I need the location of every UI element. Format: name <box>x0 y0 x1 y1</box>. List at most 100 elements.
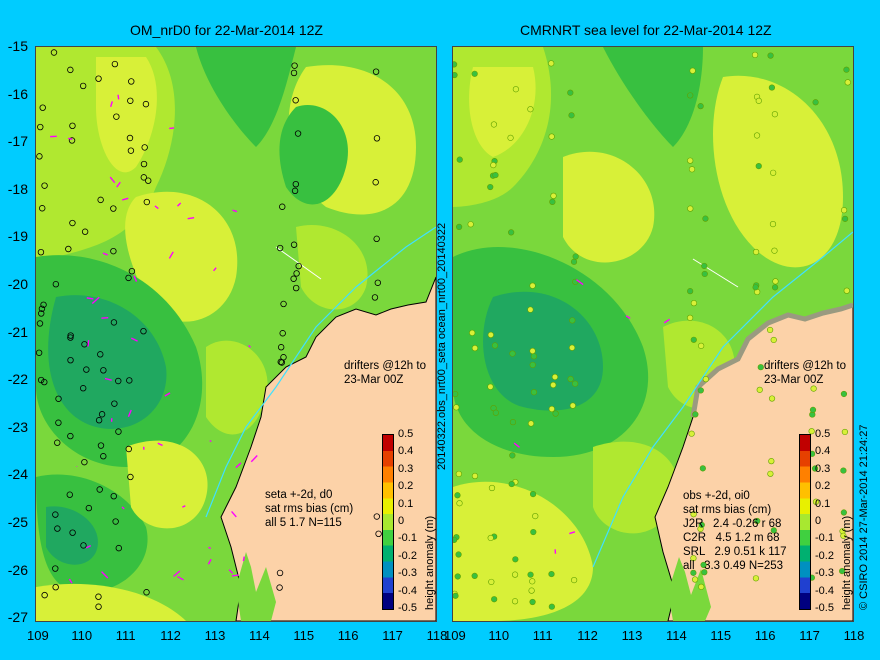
observation-point <box>453 61 458 68</box>
observation-point <box>771 247 778 254</box>
observation-point <box>140 160 148 168</box>
observation-point <box>125 274 132 282</box>
drifter-track <box>101 571 109 579</box>
satellite-track <box>205 226 436 518</box>
colorbar-tick: 0.3 <box>398 462 414 475</box>
drifter-track <box>187 217 195 220</box>
observation-point <box>699 465 706 472</box>
observation-point <box>37 123 44 131</box>
observation-point <box>688 166 696 173</box>
observation-point <box>37 248 45 256</box>
observation-point <box>690 300 698 307</box>
right-map-svg <box>453 47 853 621</box>
observation-point <box>69 219 76 227</box>
latitude-label: -24 <box>7 466 28 483</box>
observation-point <box>840 207 848 214</box>
observation-point <box>528 587 535 594</box>
latitude-label: -27 <box>7 609 28 626</box>
latitude-label: -21 <box>7 323 28 340</box>
observation-point <box>292 180 300 188</box>
observation-point <box>550 192 557 199</box>
latitude-label: -25 <box>7 514 28 530</box>
colorbar-tick: -0.3 <box>398 567 417 580</box>
observation-point <box>697 103 704 110</box>
observation-point <box>841 428 849 436</box>
longitude-label: 115 <box>710 628 732 643</box>
observation-point <box>527 306 534 313</box>
observation-point <box>456 156 463 163</box>
observation-point <box>98 411 106 418</box>
longitude-label: 115 <box>293 628 315 643</box>
left-map-title: OM_nrD0 for 22-Mar-2014 12Z <box>130 22 323 38</box>
observation-point <box>291 62 298 69</box>
drifter-track <box>176 202 182 207</box>
observation-point <box>39 104 46 111</box>
colorbar-tick: 0.2 <box>398 480 414 493</box>
observation-point <box>810 385 817 392</box>
observation-point <box>115 428 122 435</box>
left-map-panel[interactable]: drifters @12h to 23-Mar 00Z seta +-2d, d… <box>35 46 437 622</box>
observation-point <box>527 571 534 578</box>
observation-point <box>145 177 152 184</box>
observation-point <box>279 203 286 210</box>
observation-point <box>454 492 461 499</box>
drifter-tracks <box>50 94 258 584</box>
observation-point <box>294 130 302 137</box>
drifter-track <box>248 344 251 348</box>
drifter-track <box>207 558 212 565</box>
observation-point <box>488 578 495 586</box>
observation-point <box>752 575 760 582</box>
observation-point <box>141 144 148 151</box>
observation-point <box>373 135 381 142</box>
observation-point <box>569 402 576 409</box>
drifter-track <box>68 137 73 141</box>
observation-point <box>690 555 697 562</box>
observation-point <box>127 147 135 154</box>
observation-point <box>701 270 708 278</box>
right-colorbar <box>799 434 811 610</box>
observation-point <box>127 97 134 104</box>
observation-point <box>52 511 59 518</box>
drifter-track <box>513 442 520 448</box>
observation-point <box>701 262 708 270</box>
drifter-track <box>116 181 121 188</box>
observation-point <box>690 336 697 343</box>
observation-point <box>115 544 123 552</box>
observation-point <box>697 387 704 394</box>
observation-point <box>456 500 463 507</box>
observation-point <box>52 281 60 288</box>
right-map-panel[interactable]: drifters @12h to 23-Mar 00Z obs +-2d, oi… <box>452 46 854 622</box>
anomaly-region-low <box>603 47 703 147</box>
observation-point <box>38 305 46 312</box>
colorbar-tick: 0.4 <box>815 445 831 458</box>
latitude-label: -26 <box>7 561 28 578</box>
longitude-label: 113 <box>621 628 643 643</box>
observation-point <box>768 458 775 465</box>
observation-point <box>701 569 708 576</box>
observation-point <box>509 452 516 459</box>
colorbar-tick: 0.5 <box>815 428 831 440</box>
observation-point <box>812 498 820 505</box>
drifter-track <box>68 578 73 584</box>
observation-point <box>467 221 474 228</box>
observation-point <box>290 241 298 248</box>
observation-point <box>752 248 760 256</box>
observation-point <box>471 345 479 352</box>
observation-point <box>292 284 300 292</box>
drifter-track <box>168 251 174 259</box>
longitude-label: 116 <box>754 628 776 643</box>
drifter-track <box>235 462 242 469</box>
observation-point <box>527 420 535 427</box>
observation-point <box>67 432 74 440</box>
observation-point <box>453 404 460 411</box>
drifter-track <box>213 267 217 272</box>
observation-points <box>453 51 851 610</box>
observation-point <box>453 71 458 79</box>
observation-point <box>41 182 48 189</box>
anomaly-region-mid <box>296 225 368 310</box>
colorbar-tick: 0.4 <box>398 445 414 458</box>
shark-bay <box>668 557 711 621</box>
colorbar-tick: 0.5 <box>398 428 414 440</box>
left-colorbar <box>382 434 394 610</box>
observation-point <box>471 70 478 77</box>
